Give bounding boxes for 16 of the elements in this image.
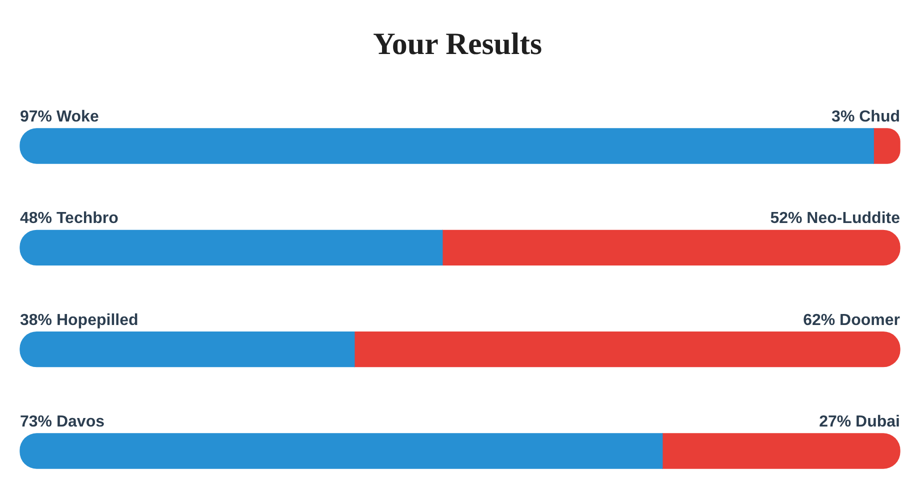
bar (20, 433, 663, 469)
bar (20, 332, 355, 368)
data-label: 3% Chud (832, 108, 900, 126)
data-label: 73% Davos (20, 414, 105, 430)
bar (354, 332, 900, 368)
bar (442, 230, 900, 266)
bar (20, 128, 874, 164)
data-label: 38% Hopepilled (20, 312, 138, 329)
data-label: 48% Techbro (20, 210, 119, 228)
chart-title: Your Results (372, 26, 544, 62)
data-label: 52% Neo-Luddite (770, 210, 900, 228)
data-label: 27% Dubai (819, 414, 900, 430)
data-label: 97% Woke (20, 108, 99, 126)
bar (20, 230, 443, 266)
bar (662, 433, 900, 469)
data-label: 62% Doomer (803, 312, 900, 329)
